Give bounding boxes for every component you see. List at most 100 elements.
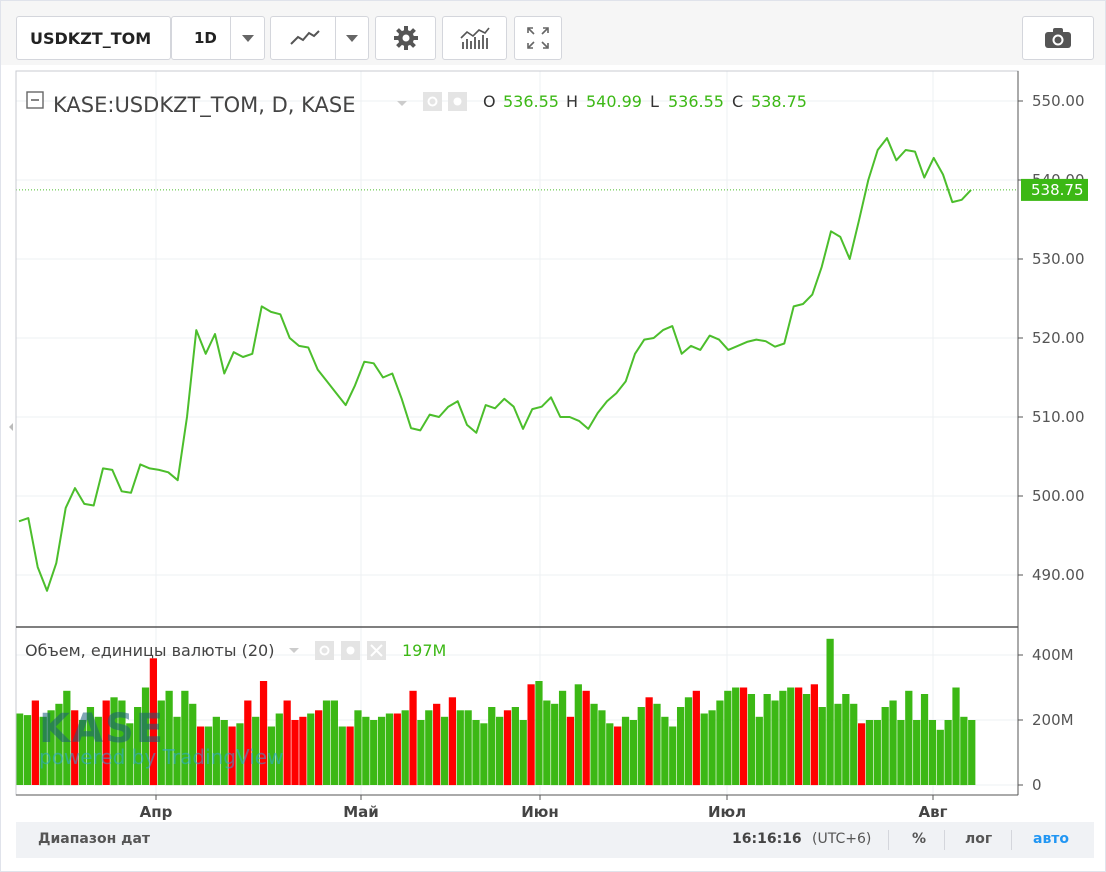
volume-tick-label: 400M: [1032, 646, 1074, 664]
open-value: 536.55: [503, 92, 559, 111]
chart-canvas[interactable]: 490.00500.00510.00520.00530.00540.00550.…: [1, 1, 1105, 821]
price-series-line: [18, 137, 972, 592]
log-button[interactable]: лог: [965, 831, 993, 847]
volume-bar: [897, 720, 905, 785]
volume-bar: [519, 720, 527, 785]
volume-bar: [724, 690, 732, 786]
volume-caret-icon[interactable]: [289, 648, 299, 653]
volume-bar: [905, 690, 913, 786]
volume-bar: [614, 726, 622, 785]
volume-bar: [842, 694, 850, 785]
volume-bar: [16, 713, 24, 785]
volume-bar: [23, 715, 32, 785]
volume-bar: [118, 700, 126, 785]
volume-bar: [795, 687, 803, 785]
volume-bar: [865, 720, 874, 785]
toolbar: USDKZT_TOM 1D: [1, 1, 1105, 65]
legend-caret-icon[interactable]: [397, 101, 407, 106]
volume-bar: [94, 716, 102, 786]
percent-button[interactable]: %: [912, 831, 927, 847]
volume-bar: [126, 723, 134, 786]
volume-bar: [39, 716, 47, 786]
volume-bar: [252, 716, 260, 786]
snapshot-button[interactable]: [1022, 16, 1094, 60]
eye-icon[interactable]: [423, 92, 442, 111]
volume-bar: [354, 710, 362, 786]
price-legend: KASE:USDKZT_TOM, D, KASE O 536.55 H 540.…: [26, 91, 807, 118]
volume-bar: [810, 684, 818, 786]
volume-bar: [181, 690, 189, 786]
volume-bar: [464, 710, 472, 786]
indicators-button[interactable]: [442, 16, 507, 60]
auto-button[interactable]: авто: [1033, 831, 1070, 847]
interval-button[interactable]: 1D: [171, 16, 265, 60]
volume-bar: [315, 710, 323, 786]
timezone-button[interactable]: (UTC+6): [812, 831, 872, 847]
volume-bar: [220, 720, 228, 785]
date-range-button[interactable]: Диапазон дат: [38, 831, 151, 847]
volume-bar: [551, 703, 559, 786]
volume-bar: [653, 703, 661, 786]
chart-type-button[interactable]: [270, 16, 369, 60]
volume-bar: [850, 703, 858, 786]
volume-bar: [165, 690, 173, 786]
volume-bar: [338, 726, 346, 785]
volume-bar: [448, 697, 457, 786]
time-tick-label: Июн: [521, 803, 559, 821]
volume-bar: [527, 684, 535, 786]
caret-down-icon: [346, 35, 358, 42]
volume-bar: [71, 710, 79, 786]
volume-bar: [716, 700, 724, 785]
volume-bar: [189, 703, 197, 786]
volume-bar: [55, 703, 63, 786]
volume-eye-icon[interactable]: [315, 641, 334, 660]
volume-bar: [747, 694, 756, 785]
time-tick-label: Авг: [919, 803, 948, 821]
volume-bar: [535, 681, 543, 785]
volume-bar: [629, 720, 638, 785]
time-tick-label: Июл: [708, 803, 746, 821]
volume-bar: [134, 707, 142, 785]
fullscreen-button[interactable]: [514, 16, 562, 60]
close-value: 538.75: [751, 92, 807, 111]
bottom-bar: Диапазон дат 16:16:16 (UTC+6) % лог авто: [16, 822, 1094, 858]
volume-bar: [346, 726, 354, 785]
volume-value: 197M: [402, 641, 446, 660]
symbol-button[interactable]: USDKZT_TOM: [16, 16, 171, 60]
volume-bar: [212, 716, 220, 786]
volume-bar: [621, 716, 630, 786]
high-value: 540.99: [586, 92, 642, 111]
volume-bar: [102, 700, 110, 785]
legend-title: KASE:USDKZT_TOM, D, KASE: [53, 93, 356, 118]
volume-bar: [472, 720, 480, 785]
volume-bar: [63, 690, 71, 786]
volume-bar: [196, 726, 205, 785]
volume-bar: [149, 658, 158, 786]
volume-bar: [873, 720, 881, 785]
volume-bar: [920, 694, 929, 785]
kase-watermark: KASE powered by TradingView: [39, 706, 283, 769]
volume-bar: [503, 710, 512, 786]
low-value: 536.55: [668, 92, 724, 111]
volume-bar: [370, 720, 378, 785]
symbol-label: USDKZT_TOM: [30, 28, 152, 48]
volume-bar: [755, 716, 763, 786]
volume-bar: [47, 710, 55, 786]
settings-button[interactable]: [375, 16, 436, 60]
price-tick-label: 510.00: [1032, 408, 1085, 426]
volume-bar: [857, 723, 866, 786]
time-tick-label: Апр: [140, 803, 173, 821]
high-label: H: [566, 92, 578, 111]
volume-bar: [968, 720, 976, 785]
volume-bar: [78, 720, 87, 785]
volume-bar: [669, 726, 677, 785]
volume-bar: [275, 713, 283, 785]
volume-bar: [913, 720, 921, 785]
scroll-left-icon[interactable]: [9, 423, 13, 431]
volume-bar: [456, 710, 464, 786]
last-price-tag: 538.75: [1021, 178, 1088, 201]
volume-bar: [425, 710, 433, 786]
volume-bar: [86, 707, 95, 785]
volume-bar: [700, 713, 708, 785]
indicators-icon: [459, 27, 490, 49]
